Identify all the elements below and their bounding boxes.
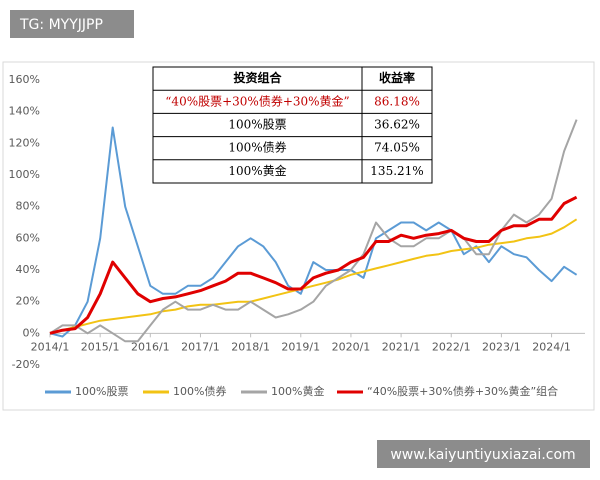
x-tick-label: 2014/1	[31, 340, 70, 353]
watermark-box	[10, 10, 134, 38]
line-series	[49, 119, 578, 343]
y-tick-label: 160%	[9, 73, 40, 86]
table-cell: 86.18%	[374, 94, 420, 108]
line-series	[49, 126, 578, 338]
legend-label: 100%股票	[75, 385, 128, 398]
y-tick-label: 140%	[9, 105, 40, 118]
x-tick-label: 2020/1	[332, 340, 371, 353]
y-tick-label: 60%	[16, 231, 40, 244]
x-tick-label: 2017/1	[181, 340, 220, 353]
x-tick-label: 2015/1	[81, 340, 120, 353]
site: www.kaiyuntiyuxiazai.com	[390, 447, 575, 463]
table-cell: 36.62%	[374, 118, 420, 132]
table-cell: 100%黄金	[228, 163, 286, 178]
legend-label: 100%黄金	[271, 384, 324, 398]
y-tick-label: 0%	[23, 326, 40, 339]
table-cell: 100%债券	[228, 140, 286, 155]
line-series	[49, 218, 578, 335]
y-tick-label: 20%	[16, 295, 40, 308]
x-tick-label: 2021/1	[382, 340, 421, 353]
y-tick-label: 40%	[16, 263, 40, 276]
legend-label: “40%股票+30%债券+30%黄金”组合	[367, 384, 558, 398]
table-box	[152, 66, 433, 184]
x-tick-label: 2018/1	[231, 340, 270, 353]
y-tick-label: 100%	[9, 168, 40, 181]
y-tick-label: 80%	[16, 200, 40, 213]
watermark: TG: MYYJJPP	[19, 17, 103, 33]
table-cell: “40%股票+30%债券+30%黄金”	[165, 93, 349, 108]
table-cell: 135.21%	[370, 164, 423, 178]
line-series	[49, 195, 578, 335]
table-cell: 100%股票	[228, 118, 286, 132]
y-tick-label: -20%	[12, 358, 40, 371]
table-header: 投资组合	[233, 70, 282, 85]
x-tick-label: 2022/1	[432, 340, 471, 353]
legend-label: 100%债券	[173, 384, 226, 398]
x-tick-label: 2016/1	[131, 340, 170, 353]
x-tick-label: 2023/1	[482, 340, 521, 353]
table-header: 收益率	[379, 70, 415, 85]
table-cell: 74.05%	[374, 141, 420, 155]
y-tick-label: 120%	[9, 136, 40, 149]
x-tick-label: 2024/1	[532, 340, 571, 353]
site-box	[377, 440, 590, 468]
x-tick-label: 2019/1	[281, 340, 320, 353]
